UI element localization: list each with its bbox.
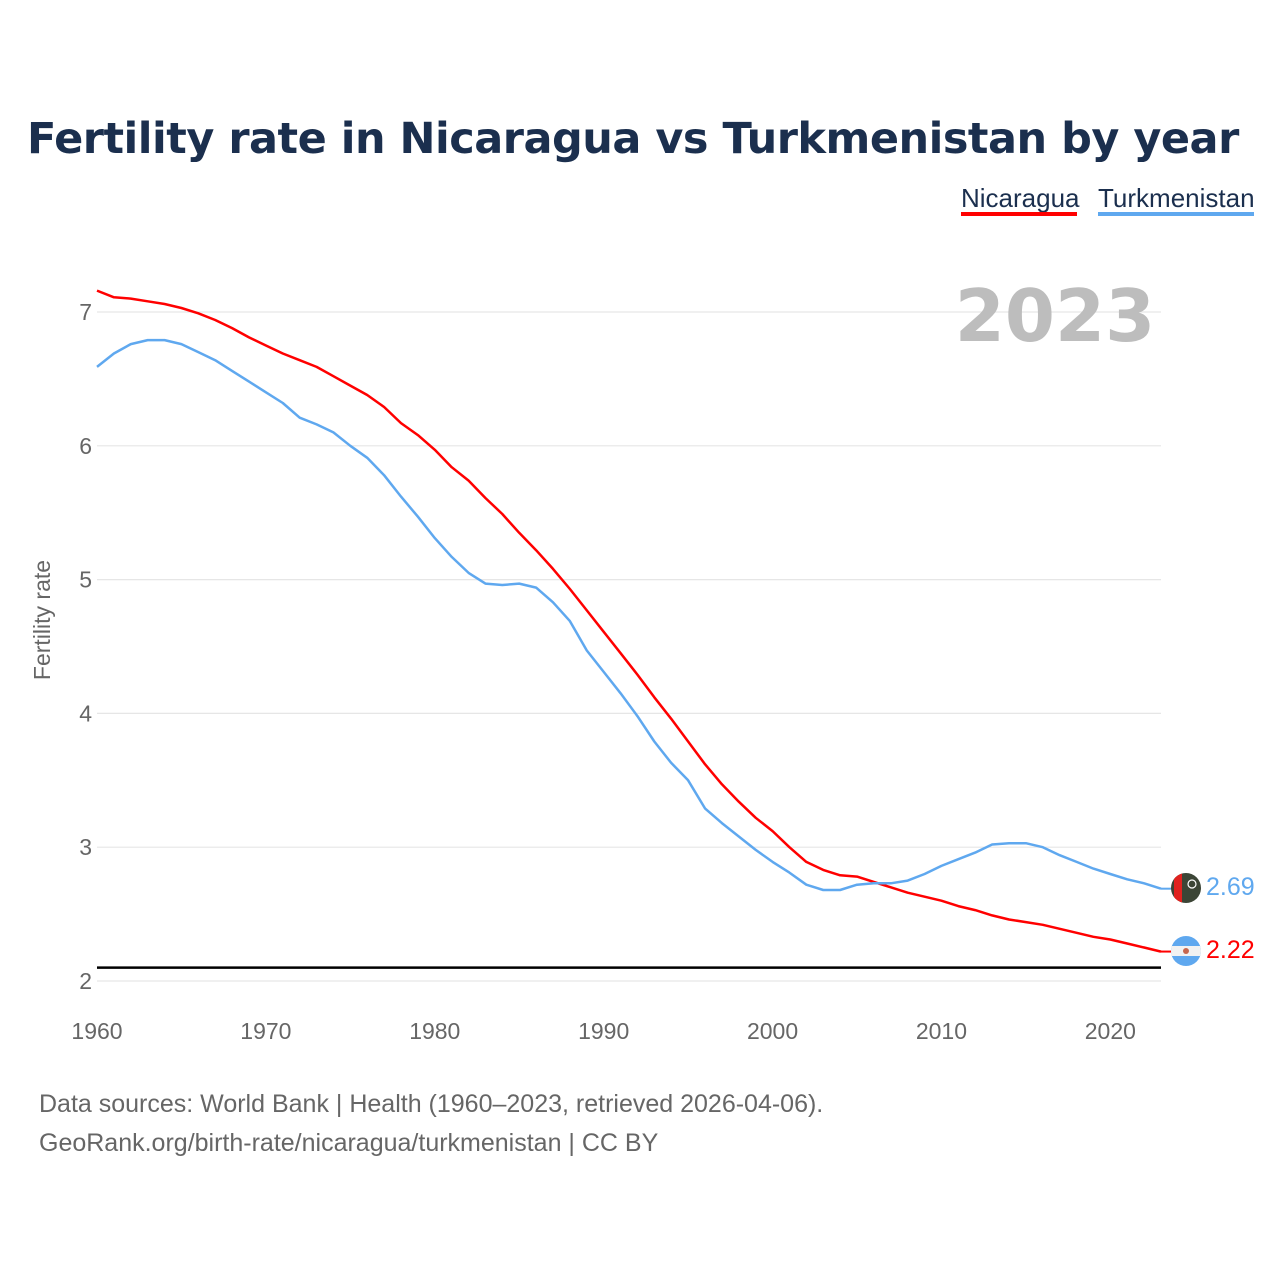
series-line-turkmenistan	[96, 338, 1162, 892]
end-label-nicaragua: 2.22	[1206, 936, 1255, 964]
x-tick-label: 2010	[916, 1018, 967, 1044]
x-tick-label: 1970	[240, 1018, 291, 1044]
current-year-label: 2023	[955, 274, 1155, 358]
y-tick-label: 5	[79, 567, 92, 593]
x-tick-label: 1960	[71, 1018, 122, 1044]
y-tick-label: 7	[79, 299, 92, 325]
legend-label-nicaragua[interactable]: Nicaragua	[961, 183, 1080, 213]
x-tick-label: 2000	[747, 1018, 798, 1044]
legend-swatch-nicaragua	[961, 212, 1077, 216]
x-tick-label: 1990	[578, 1018, 629, 1044]
legend-item-turkmenistan[interactable]: Turkmenistan	[1098, 183, 1255, 216]
footer-attribution[interactable]: GeoRank.org/birth-rate/nicaragua/turkmen…	[39, 1129, 659, 1157]
x-tick-label: 1980	[409, 1018, 460, 1044]
series-line-nicaragua	[96, 289, 1162, 953]
y-tick-label: 6	[79, 433, 92, 459]
y-tick-label: 2	[79, 968, 92, 994]
y-axis-label: Fertility rate	[29, 560, 55, 680]
end-label-turkmenistan: 2.69	[1206, 873, 1255, 901]
legend: Nicaragua Turkmenistan	[961, 183, 1255, 216]
x-tick-label: 2020	[1085, 1018, 1136, 1044]
y-axis-ticks: 2 3 4 5 6 7	[79, 299, 92, 994]
y-tick-label: 4	[79, 700, 92, 726]
footer-sources: Data sources: World Bank | Health (1960–…	[39, 1090, 823, 1118]
flag-nicaragua-icon	[1171, 936, 1201, 966]
x-axis-ticks: 1960 1970 1980 1990 2000 2010 2020	[71, 1018, 1136, 1044]
gridlines	[97, 311, 1161, 982]
legend-swatch-turkmenistan	[1098, 212, 1254, 216]
legend-label-turkmenistan[interactable]: Turkmenistan	[1098, 183, 1255, 213]
series-lines	[96, 289, 1171, 953]
y-tick-label: 3	[79, 834, 92, 860]
flag-turkmenistan-icon	[1171, 873, 1201, 903]
chart-title: Fertility rate in Nicaragua vs Turkmenis…	[27, 114, 1240, 164]
legend-item-nicaragua[interactable]: Nicaragua	[961, 183, 1080, 216]
